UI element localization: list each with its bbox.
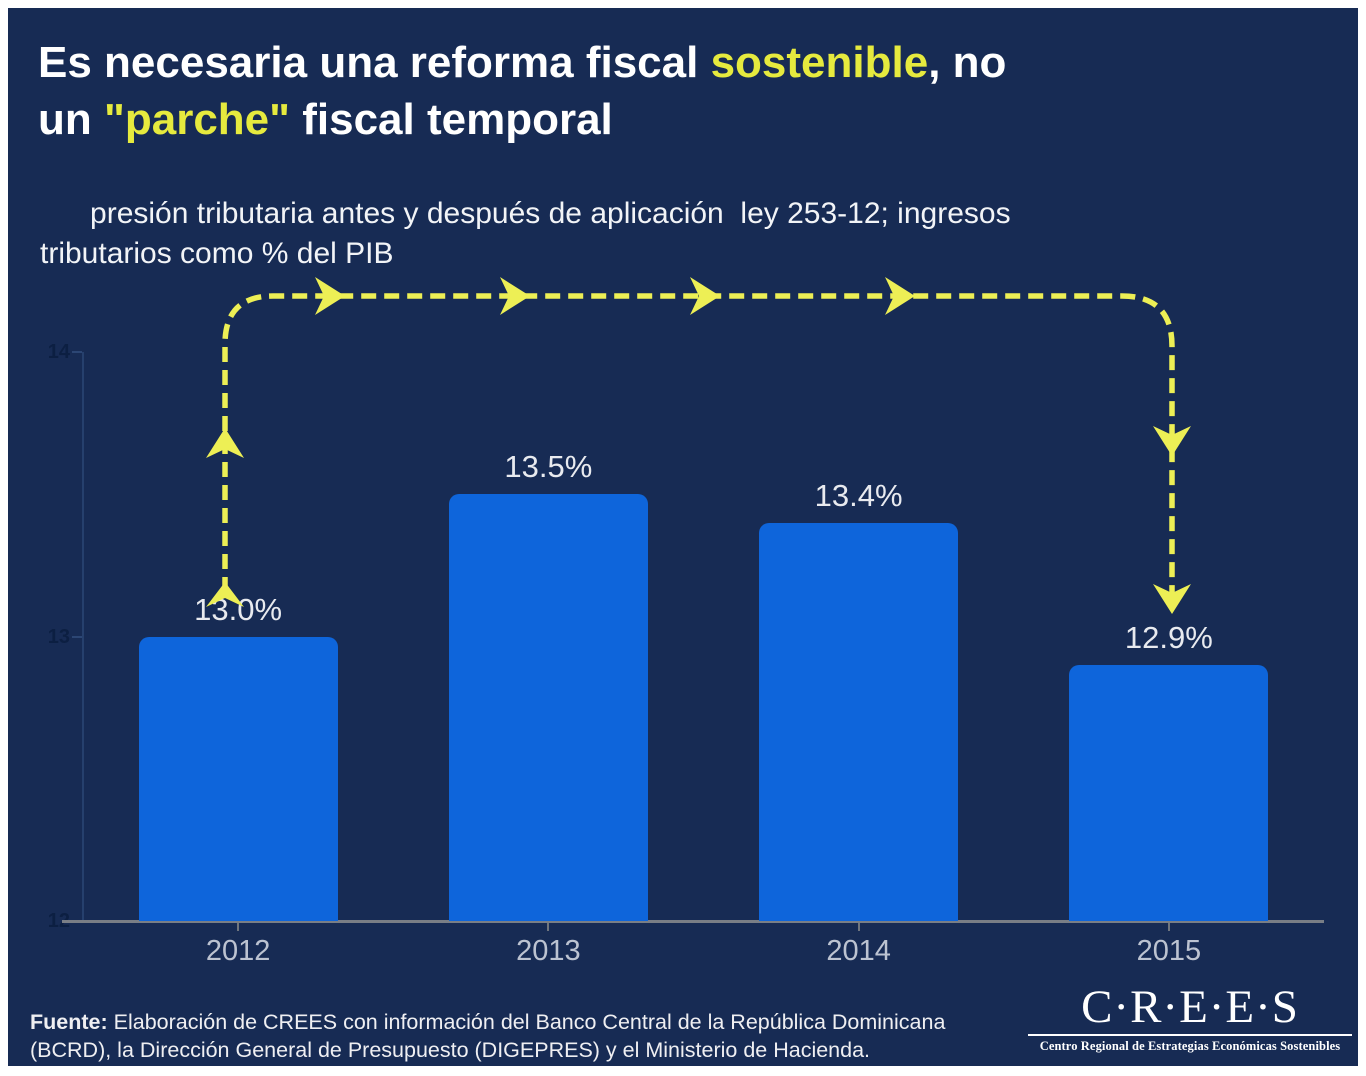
y-axis-tick-label: 12 [47, 910, 70, 932]
y-axis [82, 352, 84, 921]
x-axis-label-2013: 2013 [516, 935, 581, 967]
bar-value-label-2015: 12.9% [1124, 619, 1213, 655]
bar-value-label-2014: 13.4% [814, 477, 903, 513]
crees-logo: C·R·E·E·S Centro Regional de Estrategias… [1028, 982, 1352, 1053]
bar-2015 [1069, 664, 1269, 921]
title-line1: Es necesaria una reforma fiscal sostenib… [38, 38, 1007, 87]
x-axis-tick-2013 [547, 923, 550, 931]
title-highlight-sostenible: sostenible [710, 38, 929, 87]
x-axis-label-2014: 2014 [826, 935, 891, 967]
title-line2: un "parche" fiscal temporal [38, 95, 613, 144]
bar-2014 [759, 522, 959, 921]
bar-value-label-2012: 13.0% [194, 591, 283, 627]
title-highlight-parche: "parche" [103, 95, 290, 144]
source-label: Fuente: [30, 1010, 108, 1034]
y-axis-tick [72, 351, 82, 353]
source-line2: (BCRD), la Dirección General de Presupue… [30, 1038, 871, 1062]
crees-logo-name: C·R·E·E·S [1081, 981, 1299, 1033]
y-axis-tick [72, 635, 82, 638]
source-line1: Fuente: Elaboración de CREES con informa… [30, 1010, 946, 1034]
bar-2013 [448, 494, 648, 921]
slide-title: Es necesaria una reforma fiscal sostenib… [38, 34, 1278, 148]
slide-background: Es necesaria una reforma fiscal sostenib… [8, 8, 1358, 1066]
y-axis-tick-label: 13 [47, 625, 70, 648]
y-axis-tick-label: 14 [47, 341, 70, 363]
crees-logo-rule [1028, 1034, 1352, 1036]
crees-logo-tagline: Centro Regional de Estrategias Económica… [1039, 1039, 1341, 1053]
x-axis [62, 920, 1324, 923]
slide-subtitle: presión tributaria antes y después de ap… [40, 197, 1011, 270]
x-axis-label-2015: 2015 [1136, 935, 1202, 967]
x-axis-tick-2012 [237, 923, 240, 931]
x-axis-tick-2014 [857, 923, 860, 931]
bar-2012 [138, 636, 338, 921]
source-note: Fuente: Elaboración de CREES con informa… [30, 1008, 1030, 1064]
x-axis-label-2012: 2012 [205, 935, 271, 967]
bar-chart: 14 13 12 13.0% 2012 13.5% 2013 13.4% 2014 12.9% 20… [8, 8, 1358, 1066]
x-axis-tick-2015 [1167, 923, 1170, 931]
bar-value-label-2013: 13.5% [504, 449, 593, 485]
